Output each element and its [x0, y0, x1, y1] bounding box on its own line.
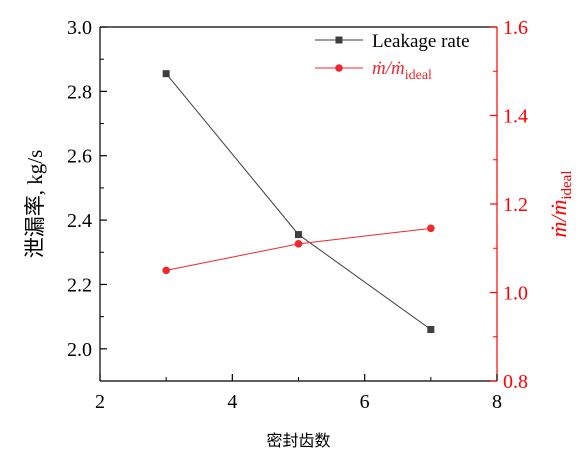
data-point-leakage-rate [295, 231, 302, 239]
y-right-axis-label-main: ṁ/ṁ [546, 200, 571, 238]
y-left-tick-label: 2.2 [67, 274, 92, 296]
y-right-tick-label: 1.4 [503, 106, 528, 128]
legend-label-mass-ratio-main: ṁ/ṁ [372, 58, 405, 79]
legend-label-mass-ratio: ṁ/ṁideal [372, 58, 432, 83]
x-tick-label: 2 [95, 391, 105, 413]
y-left-tick-label: 2.8 [67, 81, 92, 103]
x-tick-label: 4 [227, 391, 237, 413]
x-axis-label: 密封齿数 [266, 431, 330, 450]
y-right-tick-label: 1.6 [503, 17, 528, 39]
y-right-axis-label: ṁ/ṁideal [546, 170, 575, 237]
y-right-tick-label: 1.0 [503, 283, 528, 305]
legend-label-leakage: Leakage rate [372, 31, 470, 52]
y-right-axis-label-sub: ideal [559, 170, 575, 199]
y-right-tick-label: 1.2 [503, 194, 528, 216]
series-line-leakage-rate [165, 73, 432, 330]
data-point-mass-ratio [427, 224, 435, 233]
y-left-tick-label: 3.0 [67, 17, 92, 39]
data-point-mass-ratio [294, 240, 303, 248]
data-point-leakage-rate [162, 70, 170, 78]
y-left-tick-label: 2.0 [67, 339, 92, 361]
y-left-tick-label: 2.4 [67, 210, 92, 232]
data-point-mass-ratio [162, 266, 170, 275]
y-left-tick-label: 2.6 [67, 146, 92, 168]
legend-marker-leakage [335, 36, 343, 44]
legend-label-mass-ratio-sub: ideal [405, 68, 432, 83]
y-right-tick-label: 0.8 [503, 371, 528, 393]
x-tick-label: 6 [360, 391, 370, 413]
legend: Leakage rate ṁ/ṁideal [315, 31, 470, 83]
legend-marker-mass-ratio [335, 64, 343, 72]
y-left-axis-label: 泄漏率, kg/s [23, 150, 47, 259]
x-tick-label: 8 [492, 391, 502, 413]
data-point-leakage-rate [427, 326, 435, 334]
